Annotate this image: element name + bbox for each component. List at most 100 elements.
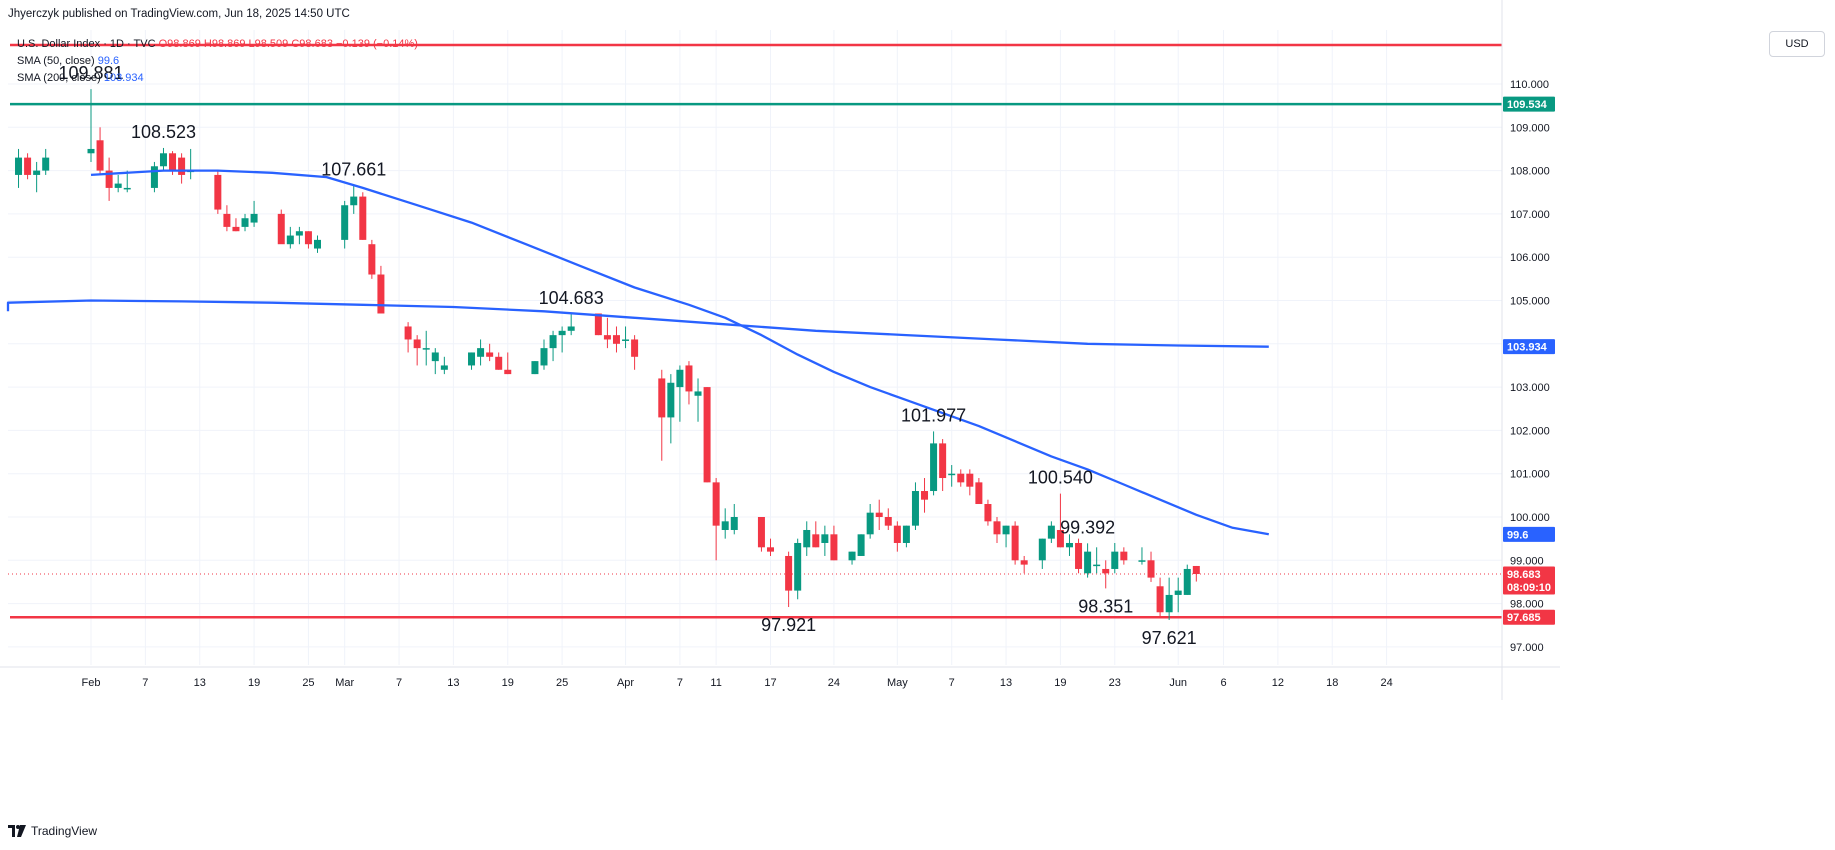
sma50-legend-row[interactable]: SMA (50, close) 99.6 [17,53,418,70]
candle [42,148,50,175]
candle [930,431,938,496]
candle [440,356,448,375]
candle [549,330,557,362]
candle [1138,547,1146,565]
y-tick-label: 105.000 [1510,296,1550,308]
candle-body [631,339,639,357]
sma200-line [6,299,1269,348]
price-tag-label: 98.683 [1507,569,1541,581]
candle [975,478,983,505]
candle-body [504,369,512,375]
candle [712,478,720,561]
candle [594,313,602,336]
candle-body [1002,525,1010,535]
candle-body [1065,542,1073,548]
candle [1147,551,1155,582]
candle-body [223,213,231,227]
symbol-row[interactable]: U.S. Dollar Index · 1D · TVC O98.869 H98… [17,36,418,53]
candle [413,335,421,366]
candle-body [468,352,476,366]
price-tag-bg [1503,96,1555,112]
candle [1111,542,1119,574]
candle-body [377,274,385,314]
y-tick-label: 106.000 [1510,252,1550,264]
y-tick-label: 103.000 [1510,382,1550,394]
candle [150,161,158,193]
candle-body [341,205,349,240]
candle-body [993,521,1001,535]
candle-body [413,339,421,349]
tradingview-brand[interactable]: TradingView [8,824,97,838]
candle-body [757,517,765,548]
candle-body [558,330,566,336]
candle [1165,577,1173,621]
candle [495,352,503,370]
candle-body [1165,594,1173,613]
candle [1156,577,1164,617]
price-annotation: 97.621 [1142,628,1197,648]
candle-body [694,391,702,396]
candle [1038,538,1046,569]
candle [368,239,376,279]
time-axis[interactable]: 4Feb7131925Mar7131925Apr7111724May713192… [0,666,1560,689]
candle-body [812,534,820,548]
price-tag-bg [1503,609,1555,625]
candle [486,343,494,362]
candle-body [286,235,294,245]
sma200-legend-row[interactable]: SMA (200, close) 103.934 [17,70,418,87]
y-tick-label: 98.000 [1510,599,1544,611]
candle [939,439,947,492]
x-tick-label: 13 [1000,677,1012,689]
candle-body [902,525,910,543]
candle [477,339,485,366]
candle-body [730,517,738,530]
candle-body [105,170,113,188]
candle-body [1102,568,1110,574]
candle-body [911,491,919,526]
candle [812,521,820,548]
currency-button[interactable]: USD [1769,31,1825,57]
price-annotation: 101.977 [901,405,966,425]
candle-body [404,326,412,340]
candle-body [486,352,494,357]
candle [1084,543,1092,578]
candle [277,209,285,245]
x-tick-label: Mar [335,677,354,689]
candle-body [123,187,131,190]
candle [767,538,774,556]
candle-body [767,547,774,552]
candle-body [1147,560,1155,578]
candle [341,200,349,249]
candle-body [549,335,557,349]
candle [96,127,104,175]
candle [721,508,729,539]
candle [1020,555,1028,574]
candle [15,148,23,188]
price-axis[interactable]: 97.000 98.000 99.000 100.000 101.000 102.000 1… [1501,0,1550,700]
candle-body [431,352,439,362]
candle-body [703,387,711,483]
sma50-line [90,169,1270,536]
y-tick-label: 110.000 [1510,79,1549,91]
candle [33,161,41,193]
candle-body [1011,525,1019,561]
candle [359,192,367,240]
x-tick-label: 13 [194,677,206,689]
price-tag: 103.934 [1503,339,1555,355]
candle [114,174,122,193]
x-tick-label: 24 [1380,677,1392,689]
candle [794,538,802,600]
candle [984,499,992,526]
candle-body [1056,529,1064,548]
candle [1065,534,1073,556]
sma200-value: 103.934 [103,72,144,84]
x-tick-label: 25 [302,677,314,689]
y-tick-label: 101.000 [1510,469,1550,481]
candle [821,525,829,556]
candle [187,148,195,180]
candle [921,478,929,513]
candle [241,213,249,232]
candle-body [785,555,793,591]
